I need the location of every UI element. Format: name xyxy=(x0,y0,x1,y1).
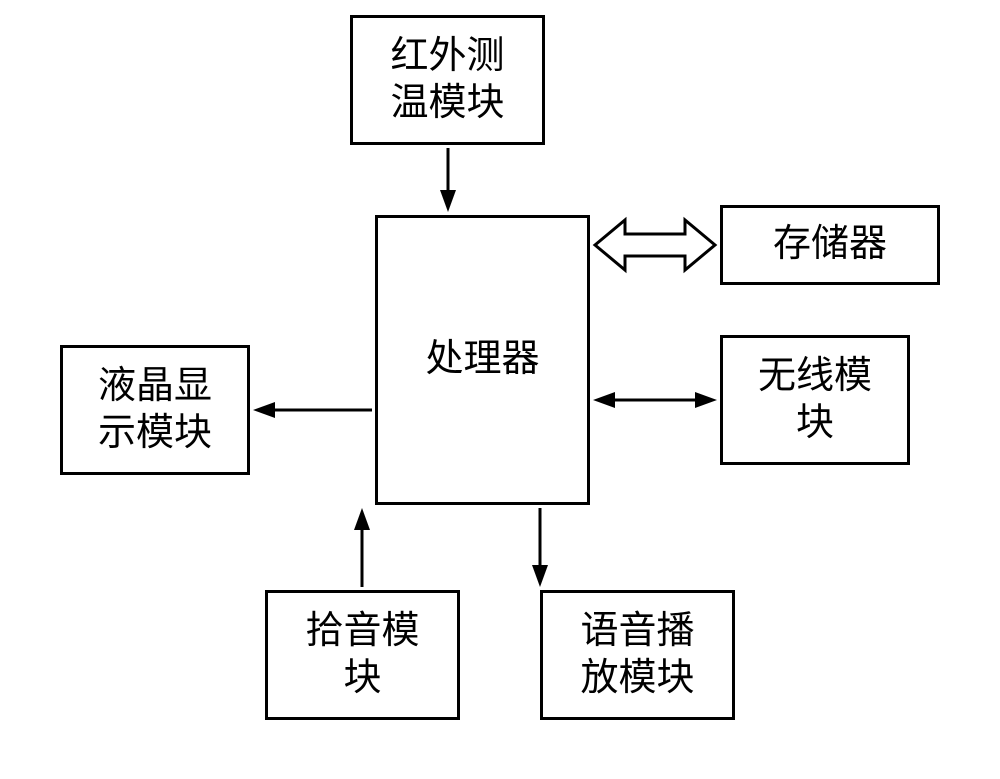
node-memory: 存储器 xyxy=(720,205,940,285)
node-wireless: 无线模 块 xyxy=(720,335,910,465)
node-ir-temp: 红外测 温模块 xyxy=(350,15,545,145)
node-lcd: 液晶显 示模块 xyxy=(60,345,250,475)
diagram-canvas: 红外测 温模块 处理器 存储器 无线模 块 液晶显 示模块 拾音模 块 语音播 … xyxy=(0,0,1000,779)
node-mic: 拾音模 块 xyxy=(265,590,460,720)
node-speaker: 语音播 放模块 xyxy=(540,590,735,720)
node-processor: 处理器 xyxy=(375,215,590,505)
